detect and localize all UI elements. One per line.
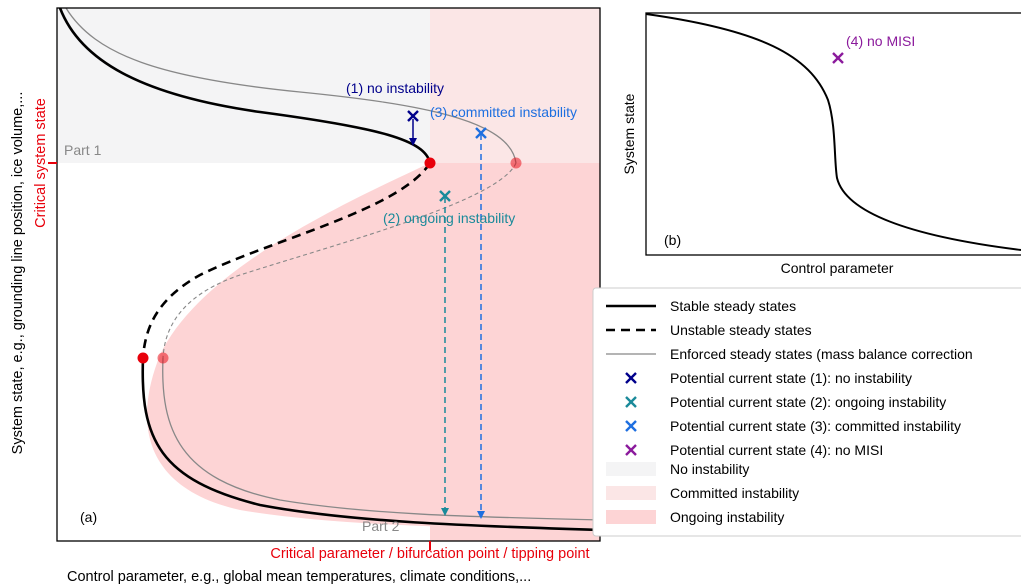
legend-key-state-4 bbox=[625, 444, 637, 456]
enforced-lower-line bbox=[162, 357, 601, 521]
legend-label-enforced: Enforced steady states (mass balance cor… bbox=[670, 346, 973, 362]
marker-state-2 bbox=[439, 190, 451, 202]
annotation-state-4: (4) no MISI bbox=[846, 33, 915, 49]
legend-label-unstable: Unstable steady states bbox=[670, 322, 812, 338]
annotation-state-2: (2) ongoing instability bbox=[383, 210, 515, 226]
panel-a-xlabel: Control parameter, e.g., global mean tem… bbox=[67, 569, 531, 585]
legend-label-stable: Stable steady states bbox=[670, 298, 796, 314]
legend-key-ongoing bbox=[606, 510, 656, 524]
part1-label: Part 1 bbox=[64, 142, 102, 158]
panel-a-ylabel: System state, e.g., grounding line posit… bbox=[10, 92, 26, 455]
bifurcation-point-upper bbox=[424, 157, 436, 169]
enforced-bifurcation-lower bbox=[157, 352, 169, 364]
region-committed-instability bbox=[430, 8, 600, 163]
enforced-unstable-line bbox=[162, 162, 517, 359]
legend-key-state-2 bbox=[625, 396, 637, 408]
stable-steady-states-upper bbox=[58, 7, 432, 164]
legend: Stable steady states Unstable steady sta… bbox=[592, 287, 1021, 537]
legend-label-ongoing: Ongoing instability bbox=[670, 509, 784, 525]
panel-b-frame bbox=[645, 12, 1021, 256]
panel-a-frame bbox=[56, 7, 601, 542]
stable-steady-states-lower bbox=[141, 357, 601, 532]
legend-label-no-instability: No instability bbox=[670, 461, 749, 477]
legend-key-committed bbox=[606, 486, 656, 500]
panel-a: (1) no instability (3) committed instabi… bbox=[10, 7, 601, 585]
annotation-state-3: (3) committed instability bbox=[430, 104, 577, 120]
arrowhead-state-2 bbox=[441, 508, 449, 516]
legend-label-state-4: Potential current state (4): no MISI bbox=[670, 442, 883, 458]
panel-a-label: (a) bbox=[80, 509, 97, 525]
legend-label-state-1: Potential current state (1): no instabil… bbox=[670, 370, 912, 386]
enforced-bifurcation-upper bbox=[510, 157, 522, 169]
legend-frame bbox=[592, 287, 1021, 537]
legend-label-committed: Committed instability bbox=[670, 485, 799, 501]
region-ongoing-instability-right bbox=[430, 163, 600, 541]
panel-b-stable-curve bbox=[645, 13, 1021, 251]
part2-label: Part 2 bbox=[362, 518, 400, 534]
panel-b: (4) no MISI (b) System state Control par… bbox=[621, 12, 1021, 276]
panel-b-label: (b) bbox=[664, 232, 681, 248]
legend-key-state-3 bbox=[625, 420, 637, 432]
legend-label-state-3: Potential current state (3): committed i… bbox=[670, 418, 961, 434]
arrowhead-state-3 bbox=[477, 511, 485, 519]
marker-state-4 bbox=[832, 52, 844, 64]
panel-b-xlabel: Control parameter bbox=[781, 260, 894, 276]
bifurcation-point-lower bbox=[137, 352, 149, 364]
unstable-steady-states bbox=[141, 162, 432, 359]
legend-key-state-1 bbox=[625, 372, 637, 384]
legend-label-state-2: Potential current state (2): ongoing ins… bbox=[670, 394, 946, 410]
region-ongoing-instability-curve bbox=[146, 163, 600, 541]
marker-state-1 bbox=[407, 110, 419, 122]
annotation-state-1: (1) no instability bbox=[346, 80, 444, 96]
marker-state-3 bbox=[475, 127, 487, 139]
panel-a-ylabel-critical: Critical system state bbox=[33, 98, 49, 228]
panel-b-ylabel: System state bbox=[621, 93, 637, 174]
legend-key-no-instability bbox=[606, 462, 656, 476]
arrowhead-state-1 bbox=[409, 138, 417, 146]
panel-a-xlabel-critical: Critical parameter / bifurcation point /… bbox=[270, 546, 589, 562]
